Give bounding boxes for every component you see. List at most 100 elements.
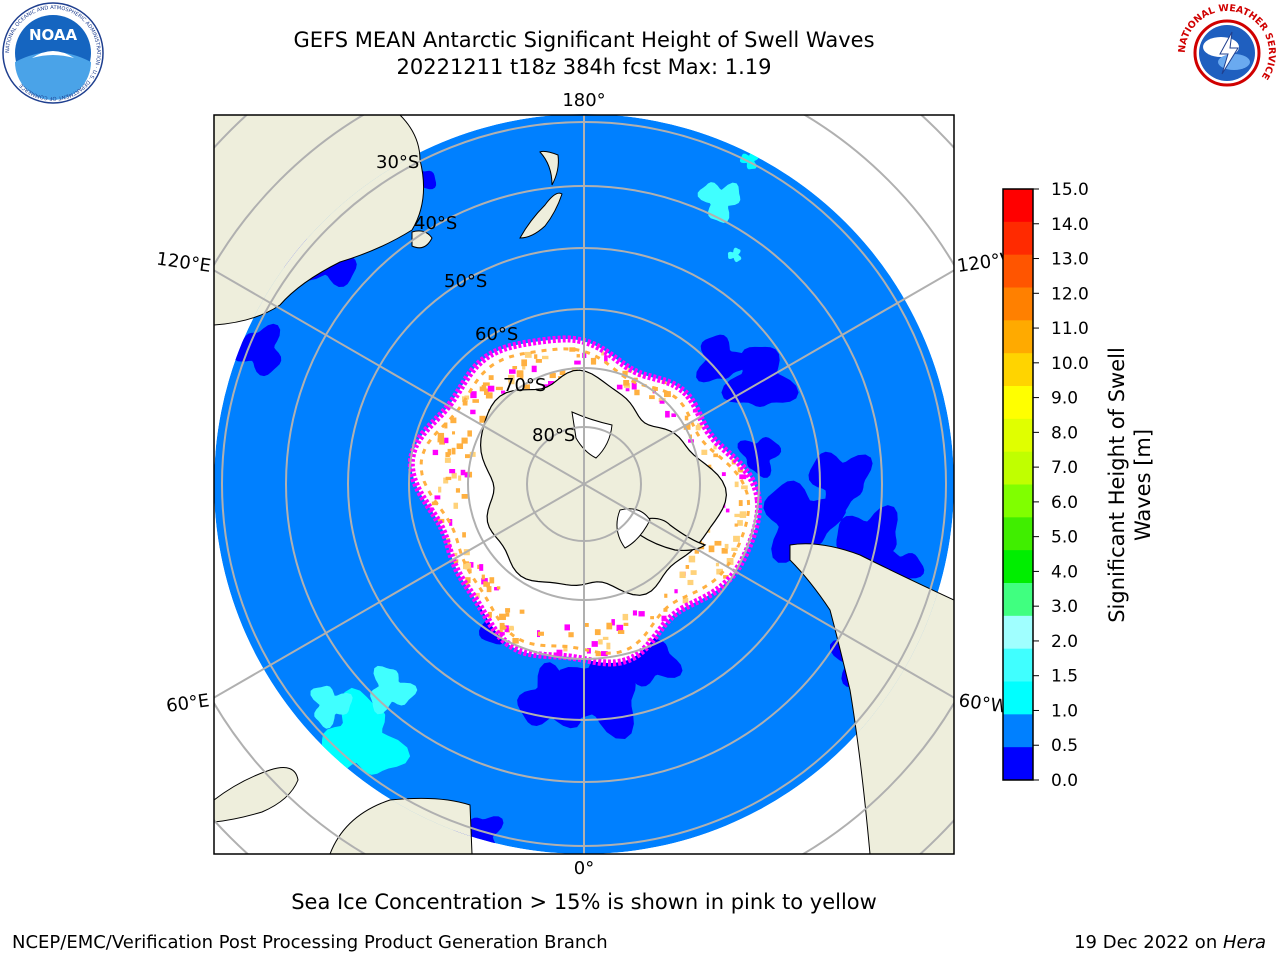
sea-ice-cell [481,578,488,585]
sea-ice-cell [479,564,484,571]
colorbar-segment [1003,681,1033,715]
colorbar-segment [1003,320,1033,354]
sea-ice-cell [449,469,456,474]
sea-ice-cell [623,622,629,626]
sea-ice-cell [464,395,470,400]
sea-ice-cell [458,475,462,481]
map-frame [213,114,955,855]
sea-ice-cell [714,540,722,546]
sea-ice-cell [438,486,442,493]
sea-ice-cell [484,388,489,395]
colorbar-tick-label: 1.5 [1051,667,1078,687]
sea-ice-cell [568,632,574,638]
sea-ice-cell [531,365,537,373]
low-swell-patch [808,451,873,518]
sea-ice-cell [505,612,510,617]
new-zealand-north [539,150,559,186]
sea-ice-cell [487,385,495,392]
colorbar-segment [1003,550,1033,584]
colorbar-tick-label: 7.0 [1051,458,1078,478]
sea-ice-cell [738,500,743,507]
sea-ice-cell [534,354,538,359]
sea-ice-cell [519,609,525,614]
colorbar-label-line2: Waves [m] [1131,429,1155,541]
colorbar-segment [1003,287,1033,321]
sea-ice-cell [688,555,696,563]
sea-ice-cell [708,545,715,553]
colorbar-segment [1003,648,1033,682]
sea-ice-caption: Sea Ice Concentration > 15% is shown in … [291,890,877,914]
sea-ice-cell [464,562,472,570]
sea-ice-cell [734,523,738,527]
sea-ice-cell [461,437,468,444]
sea-ice-cell [679,571,686,579]
sea-ice-cell [512,366,518,370]
sea-ice-cell [737,520,743,526]
sea-ice-cell [659,400,665,404]
sea-ice-edge [407,335,763,667]
colorbar-segment [1003,517,1033,551]
sea-ice-cell [685,565,690,569]
sea-ice-cell [505,608,511,613]
graticule [214,115,954,854]
sea-ice-cell [479,386,487,392]
sea-ice-cell [522,365,526,370]
sea-ice-cell [724,543,729,549]
sea-ice-cell [452,431,456,435]
sea-ice-cell [483,581,488,587]
sea-ice-cell [690,570,697,575]
sea-ice-cell [606,622,613,630]
sea-ice-cell [602,636,609,640]
sea-ice-cell [519,374,524,379]
sea-ice-cell [664,593,668,598]
sea-ice-cell [449,519,453,526]
low-swell-patch [696,334,750,383]
colorbar-segment [1003,189,1033,223]
sea-ice-cell [437,432,445,439]
sea-ice-cell [734,513,742,518]
sea-ice-cell [638,611,645,617]
sea-ice-cell [595,651,601,657]
sea-ice-cell [432,449,439,456]
colorbar-tick-label: 6.0 [1051,493,1078,513]
sea-ice-cell [734,481,739,488]
tasmania [411,230,433,249]
sea-ice-cell [465,577,471,584]
sea-ice-cell [504,625,509,633]
sea-ice-cell [574,360,581,365]
sea-ice-cell [486,586,492,593]
nws-logo: NATIONAL WEATHER SERVICE [1177,3,1277,103]
sea-ice-cell [496,586,501,590]
sea-ice-cell [583,623,589,627]
sea-ice-cell [622,370,628,376]
sea-ice-cell [650,616,655,620]
sea-ice-cell [737,467,744,473]
sea-ice-cell [617,630,625,634]
sea-ice-cell [622,613,629,621]
sea-ice-cell [451,447,456,455]
sea-ice-cell [715,562,719,567]
sea-ice-cell [485,392,493,399]
colorbar-tick-label: 11.0 [1051,319,1089,339]
sea-ice-cell [447,448,452,456]
sea-ice-cell [508,374,515,382]
high-swell-patch [310,685,353,729]
lon-label-180: 180° [562,90,605,111]
sea-ice-cell [467,430,472,437]
sea-ice-cell [475,592,480,598]
lat-label-80s: 80°S [532,425,575,446]
colorbar-tick-label: 1.0 [1051,701,1078,721]
sea-ice-cell [741,485,748,490]
sea-ice-cell [694,549,699,554]
sea-ice-cell [444,437,449,444]
sea-ice-cell [456,443,464,450]
sea-ice-cell [594,629,601,636]
sea-ice-cell [463,581,469,588]
colorbar-tick-label: 14.0 [1051,215,1089,235]
sea-ice-cell [739,511,747,518]
colorbar-segment [1003,386,1033,420]
sea-ice-cell [721,548,728,554]
colorbar-segment [1003,583,1033,617]
sea-ice-cell [494,587,499,591]
low-swell-patch [230,323,282,377]
